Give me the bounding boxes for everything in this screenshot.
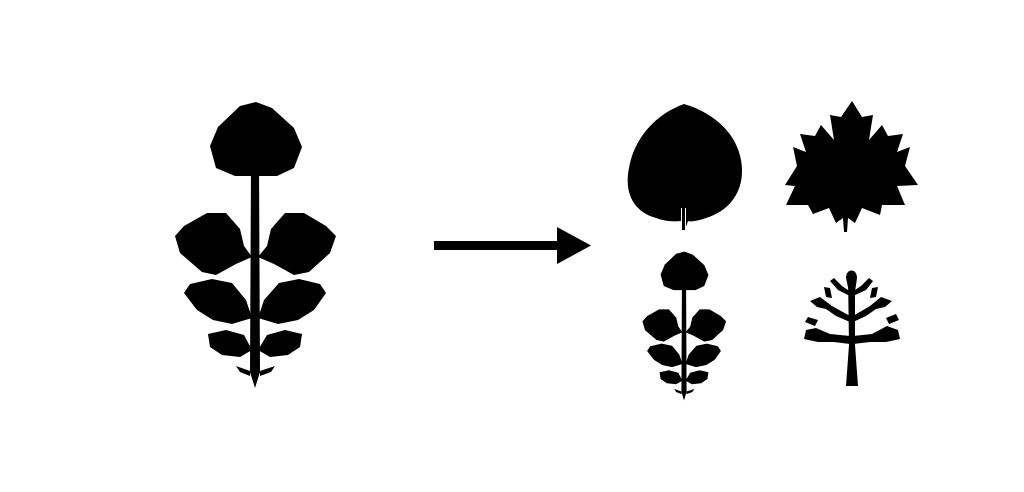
compound-leaf-icon — [175, 102, 336, 388]
heart-leaf-icon — [627, 104, 743, 230]
compound-leaf-small-icon — [642, 251, 727, 401]
right-arrow-icon — [434, 227, 591, 264]
lobed-leaf-icon — [804, 270, 900, 386]
maple-leaf-icon — [785, 101, 918, 232]
